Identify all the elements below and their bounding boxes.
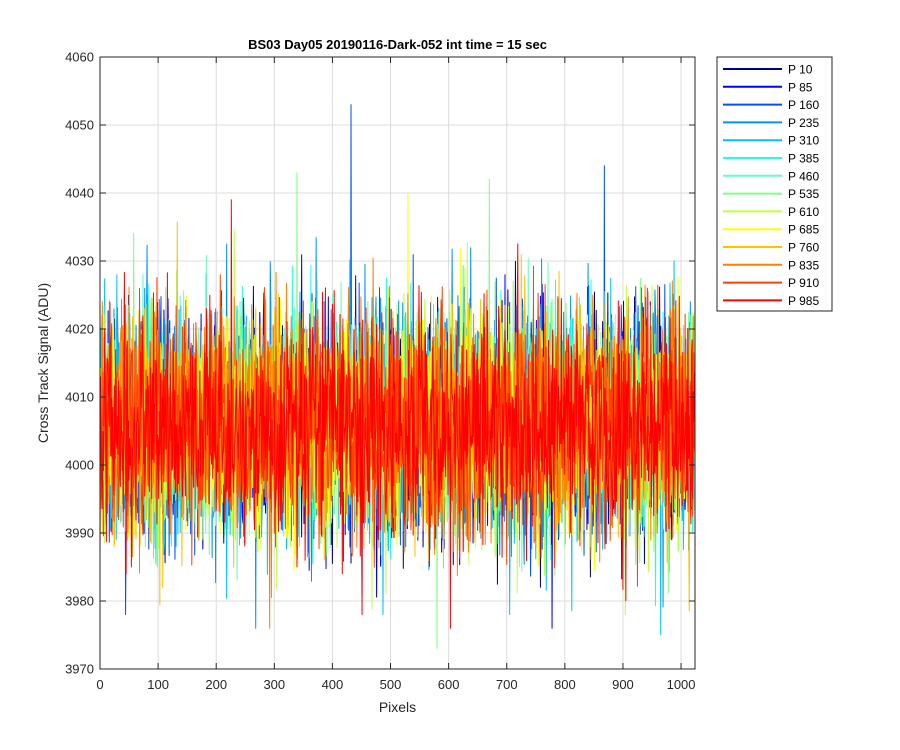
- x-tick-label: 1000: [667, 677, 696, 692]
- x-tick-label: 300: [263, 677, 285, 692]
- x-tick-label: 600: [438, 677, 460, 692]
- x-tick-label: 700: [496, 677, 518, 692]
- y-axis-label: Cross Track Signal (ADU): [35, 283, 51, 443]
- legend-entry-label: P 910: [788, 276, 819, 290]
- legend-entry-label: P 310: [788, 134, 819, 148]
- plot-frame: [99, 56, 696, 670]
- y-tick-label: 4010: [65, 390, 94, 405]
- legend-entry-label: P 385: [788, 152, 819, 166]
- x-tick-label: 800: [554, 677, 576, 692]
- y-tick-label: 4000: [65, 458, 94, 473]
- legend-entry-label: P 685: [788, 223, 819, 237]
- legend-entry-label: P 460: [788, 169, 819, 183]
- legend-entry-label: P 610: [788, 205, 819, 219]
- y-tick-label: 4040: [65, 186, 94, 201]
- x-tick-label: 900: [612, 677, 634, 692]
- x-tick-label: 0: [96, 677, 103, 692]
- legend: P 10 P 85 P 160 P 235 P 310 P 385 P 460 P 535 P …: [716, 56, 833, 312]
- legend-entry-label: P 535: [788, 187, 819, 201]
- legend-entry-label: P 835: [788, 258, 819, 272]
- x-tick-label: 400: [322, 677, 344, 692]
- legend-entry-label: P 760: [788, 241, 819, 255]
- series-line-p-985: [100, 199, 695, 629]
- y-tick-label: 3970: [65, 662, 94, 677]
- legend-entry-label: P 10: [788, 63, 813, 77]
- x-tick-label: 100: [147, 677, 169, 692]
- chart-title: BS03 Day05 20190116-Dark-052 int time = …: [248, 37, 547, 52]
- x-tick-label: 500: [380, 677, 402, 692]
- y-tick-label: 3980: [65, 594, 94, 609]
- y-tick-label: 3990: [65, 526, 94, 541]
- legend-entry-label: P 85: [788, 80, 813, 94]
- axis-ticks: 0 100 200 300 400 500 600 700 800 900 1000 3970 3980…: [65, 50, 695, 693]
- y-tick-label: 4050: [65, 118, 94, 133]
- legend-entry-label: P 985: [788, 294, 819, 308]
- y-tick-label: 4030: [65, 254, 94, 269]
- y-tick-label: 4020: [65, 322, 94, 337]
- legend-entry-label: P 160: [788, 98, 819, 112]
- legend-box: [716, 56, 833, 312]
- series-line-p-910: [100, 265, 695, 587]
- series-lines: [100, 104, 695, 650]
- legend-entry-label: P 235: [788, 116, 819, 130]
- x-tick-label: 200: [205, 677, 227, 692]
- x-axis-label: Pixels: [379, 699, 416, 715]
- y-tick-label: 4060: [65, 50, 94, 65]
